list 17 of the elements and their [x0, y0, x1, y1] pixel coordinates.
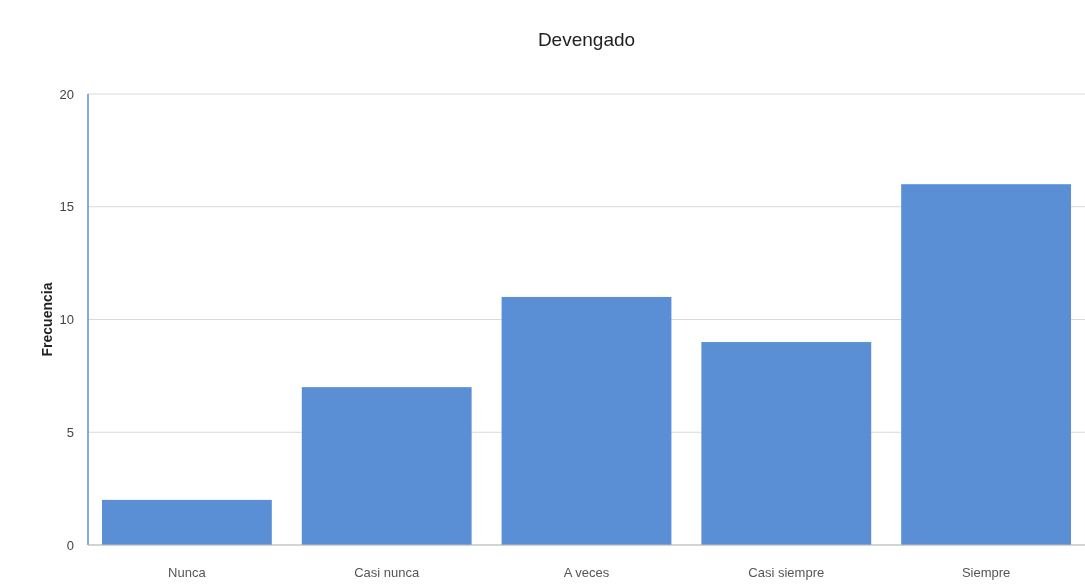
bar: [901, 184, 1072, 545]
x-tick-label: Casi siempre: [748, 565, 825, 580]
x-tick-label: Casi nunca: [354, 565, 420, 580]
y-tick-label: 0: [66, 537, 74, 553]
bar: [101, 499, 272, 545]
chart-title: Devengado: [537, 29, 636, 50]
y-tick-label: 5: [66, 424, 74, 440]
x-tick-label: Siempre: [961, 565, 1011, 580]
bar: [301, 387, 472, 545]
y-axis-title: Frecuencia: [39, 282, 55, 357]
y-tick-label: 10: [59, 312, 74, 328]
bar: [701, 342, 872, 545]
y-tick-label: 15: [59, 199, 74, 215]
x-tick-label: A veces: [563, 565, 610, 580]
y-tick-label: 20: [59, 86, 74, 102]
bar: [501, 296, 672, 545]
x-tick-label: Nunca: [168, 565, 207, 580]
